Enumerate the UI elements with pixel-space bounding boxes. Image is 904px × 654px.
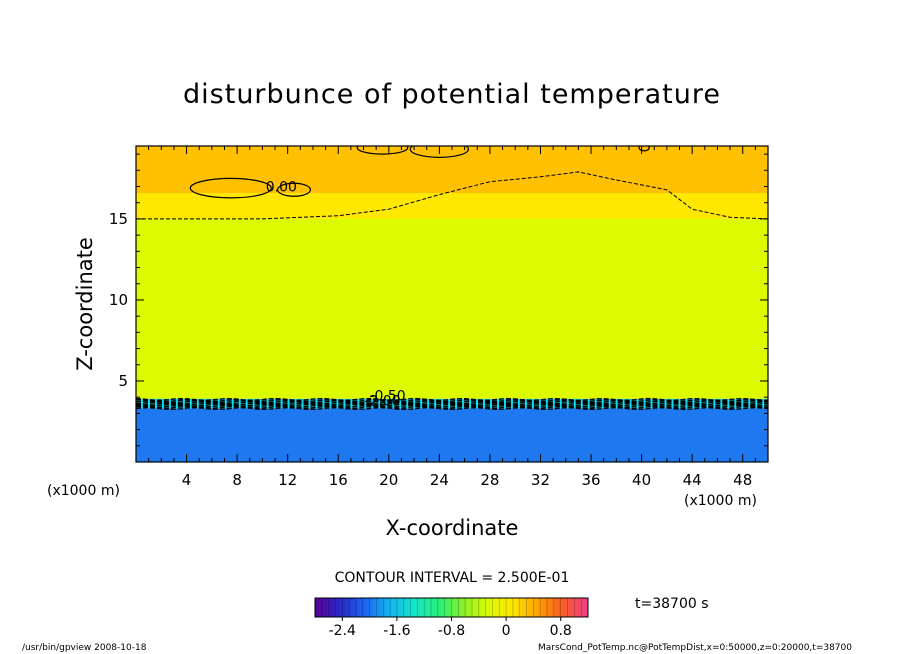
contour-closed-5 (638, 146, 650, 152)
contour-labels: 0.00 -2.00-0.50 (266, 179, 406, 409)
colorbar-tick-label-2: -0.8 (438, 623, 465, 639)
contour-label-1: -2.00 (364, 393, 400, 409)
contour-dense-3 (136, 403, 768, 407)
footer-left: /usr/bin/gpview 2008-10-18 (22, 643, 147, 653)
field-layer-4 (136, 146, 768, 193)
time-label: t=38700 s (635, 596, 709, 612)
colorbar-tick-label-0: -2.4 (329, 623, 356, 639)
x-tick-label-5: 24 (430, 471, 449, 489)
y-tick-label-0: 5 (118, 372, 128, 390)
contour-lines (136, 146, 768, 411)
y-tick-label-1: 10 (109, 291, 128, 309)
colorbar-ticks: -2.4 -1.6 -0.8 0 0.8 (321, 598, 582, 639)
x-tick-label-1: 8 (232, 471, 242, 489)
x-axis-title: X-coordinate (386, 516, 519, 540)
x-tick-label-8: 36 (581, 471, 600, 489)
x-tick-label-11: 48 (733, 471, 752, 489)
y-axis-title: Z-coordinate (73, 237, 97, 371)
contour-upper (136, 171, 768, 220)
x-tick-label-0: 4 (182, 471, 192, 489)
y-ticks: 5 10 15 (109, 153, 768, 447)
contour-dense-2 (136, 404, 768, 408)
x-tick-label-4: 20 (379, 471, 398, 489)
x-tick-label-6: 28 (480, 471, 499, 489)
contour-interval: CONTOUR INTERVAL = 2.500E-01 (335, 570, 570, 586)
field-layers (136, 146, 768, 462)
colorbar-tick-label-1: -1.6 (383, 623, 410, 639)
x-ticks: 4 8 12 16 20 24 28 32 36 40 44 48 (148, 146, 756, 489)
contour-dense-6 (136, 400, 768, 404)
contour-closed-1 (189, 177, 272, 199)
x-unit-left: (x1000 m) (47, 483, 120, 499)
contour-label-2: -0.50 (369, 388, 405, 404)
contour-label-0: 0.00 (266, 179, 297, 195)
chart-title: disturbunce of potential temperature (183, 79, 721, 110)
field-layer-0 (136, 408, 768, 462)
contour-dense-8 (136, 397, 768, 402)
contour-closed-4 (409, 146, 470, 158)
colorbar: -2.4 -1.6 -0.8 0 0.8 (314, 597, 589, 639)
contour-closed-3 (356, 146, 409, 155)
field-layer-3 (136, 192, 768, 219)
colorbar-tick-label-3: 0 (502, 623, 511, 639)
x-unit-right: (x1000 m) (684, 493, 757, 509)
colorbar-tick-label-4: 0.8 (550, 623, 572, 639)
x-tick-label-9: 40 (632, 471, 651, 489)
contour-closed-2 (276, 182, 312, 197)
plot-area (136, 146, 768, 462)
field-layer-2 (136, 218, 768, 399)
x-tick-label-2: 12 (278, 471, 297, 489)
footer-right: MarsCond_PotTemp.nc@PotTempDist,x=0:5000… (538, 643, 852, 653)
x-tick-label-3: 16 (329, 471, 348, 489)
x-tick-label-7: 32 (531, 471, 550, 489)
y-tick-label-2: 15 (109, 210, 128, 228)
x-tick-label-10: 44 (683, 471, 702, 489)
